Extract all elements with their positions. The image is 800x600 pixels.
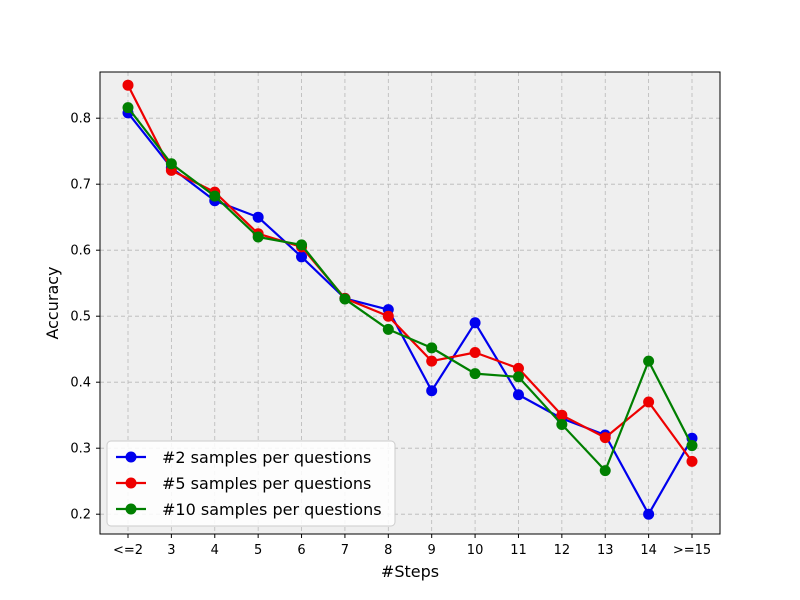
legend-entry: #2 samples per questions (116, 448, 371, 467)
data-point (643, 508, 655, 520)
data-point (469, 317, 481, 329)
data-point (556, 409, 568, 421)
legend: #2 samples per questions #5 samples per q… (106, 440, 396, 527)
data-point (382, 323, 394, 335)
legend-entry: #10 samples per questions (116, 500, 382, 519)
legend-label: #2 samples per questions (162, 448, 371, 467)
legend-marker (125, 477, 137, 489)
legend-box (106, 440, 396, 527)
x-tick-label: 7 (341, 543, 349, 558)
y-tick-label: 0.8 (70, 112, 91, 127)
legend-label: #5 samples per questions (162, 474, 371, 493)
x-tick-label: <=2 (113, 543, 143, 558)
x-tick-label: 10 (467, 543, 484, 558)
data-point (512, 389, 524, 401)
data-point (556, 418, 568, 430)
series-line (127, 106, 693, 472)
data-point (643, 396, 655, 408)
series-layer (122, 79, 698, 520)
data-point (426, 385, 438, 397)
x-tick-label: 5 (254, 543, 262, 558)
data-point (296, 251, 308, 263)
x-tick-label: 11 (510, 543, 527, 558)
data-point (512, 371, 524, 383)
y-tick-label: 0.3 (70, 442, 91, 457)
y-tick-label: 0.2 (70, 508, 91, 523)
x-tick-label: 8 (384, 543, 392, 558)
data-point (512, 362, 524, 374)
x-tick-label: 9 (428, 543, 436, 558)
data-point (426, 342, 438, 354)
x-tick-label: 4 (211, 543, 219, 558)
x-tick-label: 3 (167, 543, 175, 558)
y-tick-label: 0.6 (70, 244, 91, 259)
grid-lines (100, 72, 720, 534)
legend-label: #10 samples per questions (162, 500, 382, 519)
plot-frame (99, 71, 721, 535)
x-tick-label: 14 (640, 543, 657, 558)
data-point (209, 190, 221, 202)
legend-marker (125, 503, 137, 515)
data-point (426, 355, 438, 367)
y-tick-label: 0.4 (70, 376, 91, 391)
data-point (382, 310, 394, 322)
data-point (599, 432, 611, 444)
x-tick-label: 12 (554, 543, 571, 558)
x-tick-label: >=15 (673, 543, 711, 558)
y-tick-label: 0.7 (70, 178, 91, 193)
data-point (643, 355, 655, 367)
legend-entry: #5 samples per questions (116, 474, 371, 493)
x-axis-label: #Steps (381, 562, 439, 581)
data-point (686, 455, 698, 467)
x-tick-label: 13 (597, 543, 614, 558)
data-point (122, 102, 134, 114)
data-point (339, 293, 351, 305)
series-3 (122, 102, 698, 477)
data-point (296, 239, 308, 251)
y-tick-label: 0.5 (70, 310, 91, 325)
data-point (252, 231, 264, 243)
data-point (469, 368, 481, 380)
y-axis: 0.2 0.3 0.4 0.5 0.6 0.7 0.8 (70, 112, 100, 523)
y-axis-label: Accuracy (43, 266, 62, 339)
data-point (122, 79, 134, 91)
data-point (469, 347, 481, 358)
x-axis: <=2 3 4 5 6 7 8 9 10 11 12 13 14 >=15 (113, 534, 711, 558)
data-point (686, 440, 698, 452)
data-point (252, 211, 264, 223)
legend-marker (125, 451, 137, 463)
data-point (599, 465, 611, 477)
x-tick-label: 6 (297, 543, 305, 558)
data-point (165, 158, 177, 170)
